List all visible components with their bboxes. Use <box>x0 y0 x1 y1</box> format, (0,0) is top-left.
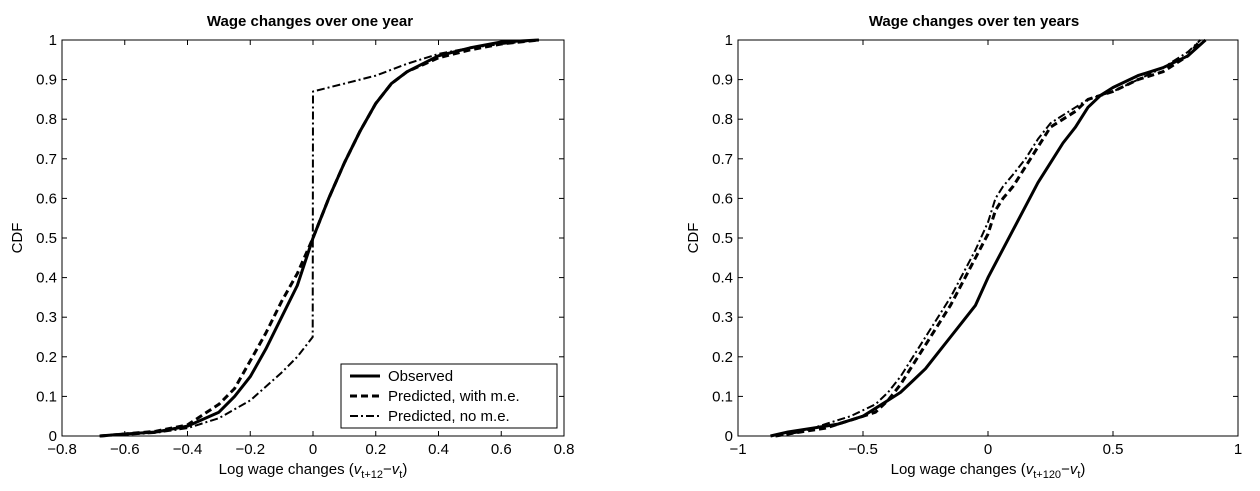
y-tick-label: 0.2 <box>712 349 733 366</box>
x-tick-label: −0.8 <box>47 441 77 458</box>
panel-one-year: Wage changes over one year −0.8 −0.6 −0.4−… <box>9 13 574 481</box>
x-tick-label: −1 <box>729 441 746 458</box>
y-tick-label: 0.3 <box>712 309 733 326</box>
series-line-1 <box>770 38 1207 438</box>
legend: Observed Predicted, with m.e. Predicted,… <box>340 363 558 429</box>
panel-ten-years: Wage changes over ten years −1 −0.5 0 0.5 1 … <box>685 13 1242 481</box>
y-tick-label: 0.2 <box>36 349 57 366</box>
x-ticks: −0.8 −0.6 −0.4 −0.2 0 0.2 0.4 0.6 0.8 <box>47 40 574 458</box>
series-line-2 <box>99 38 540 438</box>
y-tick-label: 1 <box>725 32 733 49</box>
y-tick-label: 0.8 <box>712 111 733 128</box>
series-line-3 <box>775 39 1202 437</box>
y-tick-label: 0.5 <box>36 230 57 247</box>
y-axis-label: CDF <box>9 223 26 254</box>
x-tick-label: −0.2 <box>235 441 265 458</box>
x-tick-label: 0.2 <box>365 441 386 458</box>
legend-label-observed: Observed <box>388 368 453 385</box>
x-tick-label: −0.4 <box>173 441 203 458</box>
y-tick-label: 0.9 <box>712 72 733 89</box>
chart-title: Wage changes over one year <box>207 13 413 30</box>
y-tick-label: 0.7 <box>712 151 733 168</box>
y-axis-label: CDF <box>685 223 702 254</box>
x-tick-label: 0.6 <box>491 441 512 458</box>
x-tick-label: 0.4 <box>428 441 449 458</box>
y-tick-label: 0.4 <box>36 270 57 287</box>
series-line-3 <box>99 39 540 437</box>
series-line-2 <box>775 39 1202 438</box>
x-tick-label: 1 <box>1234 441 1242 458</box>
y-tick-label: 0.6 <box>712 190 733 207</box>
y-tick-label: 0.1 <box>36 388 57 405</box>
series-line-1 <box>99 38 539 438</box>
y-tick-label: 0.4 <box>712 270 733 287</box>
x-axis-label: Log wage changes (vt+12−vt) <box>219 461 408 481</box>
x-axis-label: Log wage changes (vt+120−vt) <box>891 461 1086 481</box>
y-tick-label: 0.7 <box>36 151 57 168</box>
x-tick-label: 0 <box>984 441 992 458</box>
y-tick-label: 0.8 <box>36 111 57 128</box>
y-tick-label: 0 <box>725 428 733 445</box>
x-tick-label: 0 <box>309 441 317 458</box>
legend-label-no-me: Predicted, no m.e. <box>388 408 510 425</box>
x-tick-label: −0.6 <box>110 441 140 458</box>
y-tick-label: 0 <box>49 428 57 445</box>
y-tick-label: 0.9 <box>36 72 57 89</box>
x-ticks: −1 −0.5 0 0.5 1 <box>729 40 1242 458</box>
x-tick-label: 0.5 <box>1103 441 1124 458</box>
y-tick-label: 0.5 <box>712 230 733 247</box>
chart-title: Wage changes over ten years <box>869 13 1079 30</box>
x-tick-label: −0.5 <box>848 441 878 458</box>
legend-label-with-me: Predicted, with m.e. <box>388 388 520 405</box>
y-ticks: 0 0.1 0.2 0.3 0.4 0.5 0.6 0.7 0.8 0.9 1 <box>712 32 1238 445</box>
series-group <box>770 38 1207 438</box>
series-group <box>99 38 540 438</box>
y-tick-label: 1 <box>49 32 57 49</box>
plot-area <box>737 39 1239 437</box>
y-tick-label: 0.6 <box>36 190 57 207</box>
y-ticks: 0 0.1 0.2 0.3 0.4 0.5 0.6 0.7 0.8 0.9 1 <box>36 32 564 445</box>
y-tick-label: 0.1 <box>712 388 733 405</box>
x-tick-label: 0.8 <box>554 441 575 458</box>
y-tick-label: 0.3 <box>36 309 57 326</box>
